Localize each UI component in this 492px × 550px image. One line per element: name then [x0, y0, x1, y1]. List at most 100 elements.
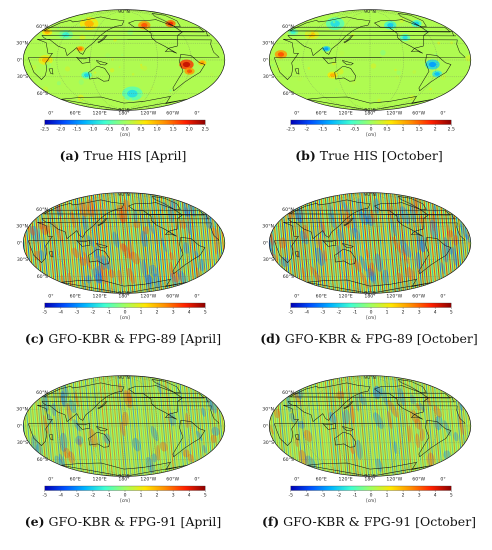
caption-title: GFO-KBR & FPG-91 [April]	[44, 514, 222, 529]
lat-label: 60°S	[283, 274, 294, 280]
lat-label: 60°N	[36, 207, 48, 213]
lat-label: 90°S	[364, 473, 375, 479]
colorbar-tick: -4	[59, 493, 64, 499]
lat-label: 90°S	[118, 290, 129, 296]
lon-label: 120°W	[140, 477, 156, 483]
lat-label: 90°S	[118, 107, 129, 113]
lon-label: 60°E	[70, 294, 81, 300]
lat-label: 30°N	[16, 407, 28, 413]
lon-label: 180°	[364, 477, 375, 483]
lon-label: 60°E	[70, 477, 81, 483]
lon-label: 180°	[364, 111, 375, 117]
panel-d: 90°N 60°N 30°N 0° 30°S 60°S 90°S 0° 60°E 120°E 180…	[246, 183, 492, 366]
lon-label: 0°	[194, 111, 199, 117]
lat-label: 30°S	[17, 440, 28, 446]
colorbar-tick: 2	[156, 493, 159, 499]
colorbar-tick: 2.0	[186, 127, 193, 133]
colorbar-tick: -5	[43, 310, 48, 316]
lat-label: 0°	[17, 240, 22, 246]
lon-label: 180°	[118, 294, 129, 300]
lat-label: 90°N	[364, 9, 376, 15]
caption-title: GFO-KBR & FPG-89 [April]	[44, 331, 222, 346]
lon-label: 120°W	[386, 477, 402, 483]
colorbar-tick: -4	[305, 493, 310, 499]
lon-label: 120°E	[339, 111, 353, 117]
colorbar-tick: 4	[434, 493, 437, 499]
lon-label: 120°E	[93, 477, 107, 483]
colorbar-unit: [cm]	[366, 498, 376, 503]
lon-label: 120°E	[339, 294, 353, 300]
lon-label: 120°E	[93, 111, 107, 117]
lat-label: 30°N	[262, 41, 274, 47]
lon-label: 60°W	[412, 477, 425, 483]
colorbar-tick: 1	[140, 310, 143, 316]
lon-label: 0°	[294, 294, 299, 300]
colorbar-tick: -1	[353, 493, 358, 499]
lat-label: 30°N	[262, 224, 274, 230]
lat-label: 60°N	[282, 390, 294, 396]
lon-label: 120°E	[93, 294, 107, 300]
lat-label: 0°	[263, 57, 268, 63]
lat-label: 30°S	[263, 74, 274, 80]
colorbar-tick: 0.5	[137, 127, 144, 133]
colorbar-tick: 5	[450, 310, 453, 316]
colorbar-tick: 1	[386, 310, 389, 316]
colorbar-tick: -1	[353, 310, 358, 316]
colorbar-tick: 0	[124, 310, 127, 316]
map-f: 90°N 60°N 30°N 0° 30°S 60°S 90°S 0° 60°E 120°E 180…	[262, 375, 472, 483]
caption-d: (d) GFO-KBR & FPG-89 [October]	[246, 331, 492, 346]
lat-label: 90°S	[118, 473, 129, 479]
lat-label: 60°S	[283, 457, 294, 463]
colorbar-tick: 2	[402, 310, 405, 316]
lat-label: 90°S	[364, 290, 375, 296]
colorbar-tick: -2	[337, 493, 342, 499]
lon-label: 0°	[48, 111, 53, 117]
colorbar-tick: -3	[75, 493, 80, 499]
colorbar-tick: 0	[370, 493, 373, 499]
colorbar-tick: -3	[321, 310, 326, 316]
lat-label: 90°S	[364, 107, 375, 113]
caption-e: (e) GFO-KBR & FPG-91 [April]	[0, 514, 246, 529]
colorbar-tick: 3	[172, 310, 175, 316]
lon-label: 60°E	[316, 294, 327, 300]
lat-label: 60°N	[282, 24, 294, 30]
lon-label: 60°W	[412, 111, 425, 117]
colorbar-tick: -2	[305, 127, 310, 133]
caption-title: GFO-KBR & FPG-91 [October]	[279, 514, 477, 529]
lon-label: 180°	[118, 111, 129, 117]
colorbar-b: -2.5 -2 -1.5 -1 -0.5 0 0.5 1 1.5 2 2.5 [cm]	[286, 119, 455, 137]
colorbar-tick: 2	[156, 310, 159, 316]
colorbar-tick: 1	[402, 127, 405, 133]
lat-label: 0°	[17, 57, 22, 63]
colorbar-tick: 0.0	[121, 127, 128, 133]
lon-label: 0°	[48, 477, 53, 483]
colorbar-unit: [cm]	[120, 132, 130, 137]
colorbar-tick: 5	[450, 493, 453, 499]
colorbar-e: -5 -4 -3 -2 -1 0 1 2 3 4 5 [cm]	[43, 485, 207, 503]
colorbar-tick: -0.5	[105, 127, 114, 133]
lat-label: 30°N	[262, 407, 274, 413]
caption-letter: (c)	[24, 331, 45, 346]
lon-label: 120°W	[140, 111, 156, 117]
colorbar-tick: 4	[188, 310, 191, 316]
map-b: 90°N 60°N 30°N 0° 30°S 60°S 90°S 0° 60°E 120°E 180…	[262, 9, 472, 117]
lon-label: 120°W	[386, 111, 402, 117]
panel-c: 90°N 60°N 30°N 0° 30°S 60°S 90°S 0° 60°E 120°E 180…	[0, 183, 246, 366]
colorbar-tick: -0.5	[351, 127, 360, 133]
colorbar-tick: -5	[289, 493, 294, 499]
lon-label: 120°W	[140, 294, 156, 300]
colorbar-tick: 2	[434, 127, 437, 133]
colorbar-tick: 1.5	[416, 127, 423, 133]
lon-label: 60°W	[412, 294, 425, 300]
panel-b: 90°N 60°N 30°N 0° 30°S 60°S 90°S 0° 60°E 120°E 180…	[246, 0, 492, 183]
lon-label: 0°	[294, 111, 299, 117]
caption-title: True HIS [April]	[79, 148, 187, 163]
lon-label: 0°	[194, 294, 199, 300]
lon-label: 0°	[440, 477, 445, 483]
colorbar-tick: -1.5	[72, 127, 81, 133]
caption-title: True HIS [October]	[315, 148, 443, 163]
colorbar-unit: [cm]	[366, 315, 376, 320]
map-a: 90°N 60°N 30°N 0° 30°S 60°S 90°S 0° 60°E 120°E 180…	[16, 9, 226, 117]
colorbar-tick: -2	[91, 493, 96, 499]
lat-label: 60°N	[36, 24, 48, 30]
